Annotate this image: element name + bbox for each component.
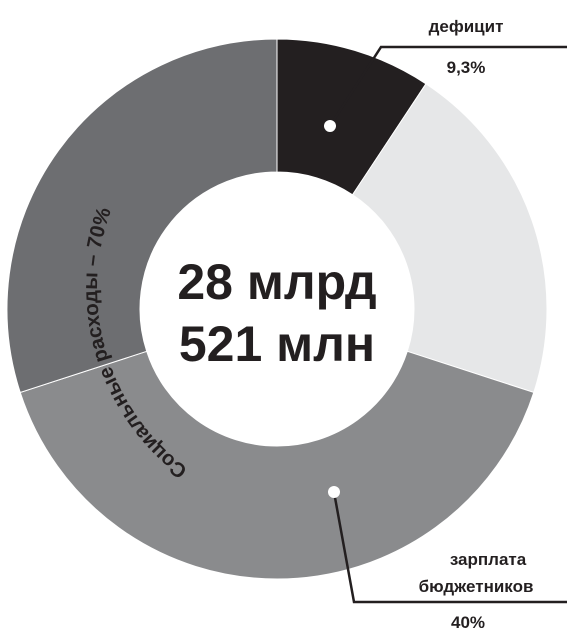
donut-slices [6,38,548,580]
deficit-label: дефицит [429,17,504,36]
salary-marker [328,486,340,498]
salary-label-line-2: бюджетников [419,577,534,596]
deficit-value: 9,3% [447,58,486,77]
salary-label-line-1: зарплата [450,550,527,569]
center-total-line-1: 28 млрд [177,254,376,310]
deficit-callout: дефицит 9,3% [324,17,567,132]
center-total-line-2: 521 млн [179,316,375,372]
salary-callout: зарплата бюджетников 40% [328,486,567,632]
deficit-marker [324,120,336,132]
donut-slice-2 [19,350,535,580]
salary-value: 40% [451,613,485,632]
donut-slice-1 [351,83,548,394]
deficit-leader-line [328,45,567,127]
donut-slice-3 [6,38,278,394]
salary-leader-line [332,491,567,604]
